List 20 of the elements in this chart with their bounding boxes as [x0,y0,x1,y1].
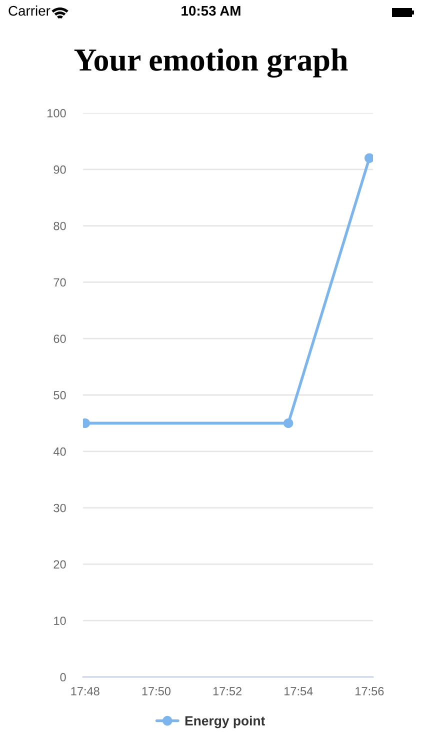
x-tick-label: 17:52 [213,687,242,696]
y-tick-label: 90 [54,165,66,174]
legend-label: Energy point [185,716,266,728]
x-tick-label: 17:54 [284,687,313,696]
y-tick-label: 50 [54,391,66,400]
y-tick-label: 40 [53,447,66,456]
y-tick-label: 20 [54,560,66,569]
y-tick-label: 30 [54,504,66,512]
text: 10:53 AM [182,6,240,16]
y-tick-label: 70 [54,278,66,287]
chart-title: Your emotion graph [74,48,348,78]
text: Carrier [8,6,50,16]
y-tick-label: 0 [60,673,66,682]
y-tick-label: 10 [54,616,66,625]
x-tick-label: 17:50 [142,687,171,696]
y-tick-label: 100 [48,109,66,118]
x-tick-label: 17:48 [71,687,100,696]
x-tick-label: 17:56 [356,687,384,696]
y-tick-label: 60 [54,334,66,343]
y-tick-label: 80 [54,222,66,230]
